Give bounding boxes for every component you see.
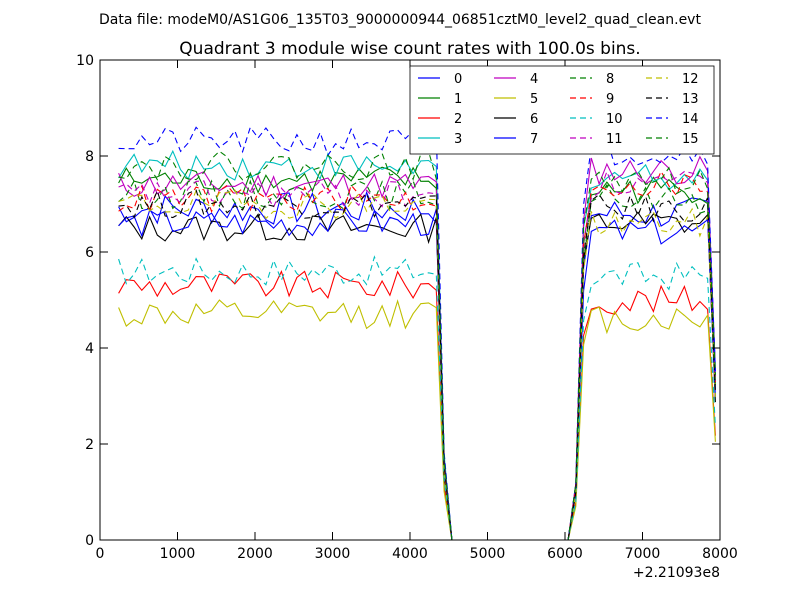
series-line-5: [118, 299, 716, 541]
y-tick-label: 6: [85, 245, 94, 261]
figure-suptitle: Data file: modeM0/AS1G06_135T03_90000009…: [99, 12, 701, 28]
series-line-8: [118, 179, 716, 541]
x-tick-label: 0: [96, 546, 105, 562]
series-line-6: [118, 211, 716, 541]
legend-label-10: 10: [606, 112, 623, 127]
y-tick-label: 4: [85, 341, 94, 357]
x-tick-label: 3000: [315, 546, 351, 562]
x-offset-label: +2.21093e8: [633, 565, 720, 581]
legend-label-9: 9: [606, 92, 614, 107]
legend-label-4: 4: [530, 72, 538, 87]
legend-label-11: 11: [606, 132, 623, 147]
legend-label-2: 2: [454, 112, 462, 127]
legend-label-13: 13: [682, 92, 699, 107]
x-tick-label: 5000: [470, 546, 506, 562]
series-line-0: [118, 190, 716, 541]
y-tick-label: 2: [85, 437, 94, 453]
series-line-13: [118, 189, 716, 541]
legend-label-1: 1: [454, 92, 462, 107]
series-line-4: [118, 155, 716, 541]
x-tick-label: 1000: [160, 546, 196, 562]
series-line-2: [118, 269, 716, 541]
legend-label-15: 15: [682, 132, 699, 147]
x-tick-label: 7000: [625, 546, 661, 562]
legend-label-14: 14: [682, 112, 699, 127]
legend-label-7: 7: [530, 132, 538, 147]
x-tick-label: 8000: [702, 546, 738, 562]
x-tick-label: 4000: [392, 546, 428, 562]
legend-label-6: 6: [530, 112, 538, 127]
series-line-1: [118, 166, 716, 541]
y-tick-label: 10: [76, 53, 94, 69]
x-tick-label: 6000: [547, 546, 583, 562]
chart-title: Quadrant 3 module wise count rates with …: [179, 39, 640, 59]
legend-box: [409, 65, 715, 155]
series-line-14: [118, 126, 716, 541]
series-layer: [118, 126, 716, 541]
y-tick-label: 0: [85, 533, 94, 549]
series-line-15: [118, 150, 716, 541]
legend-label-0: 0: [454, 72, 462, 87]
legend-label-8: 8: [606, 72, 614, 87]
legend-label-5: 5: [530, 92, 538, 107]
series-line-12: [118, 189, 716, 541]
legend-label-3: 3: [454, 132, 462, 147]
x-tick-label: 2000: [237, 546, 273, 562]
legend-label-12: 12: [682, 72, 699, 87]
y-tick-label: 8: [85, 149, 94, 165]
series-line-7: [118, 208, 716, 541]
series-line-10: [118, 255, 716, 541]
